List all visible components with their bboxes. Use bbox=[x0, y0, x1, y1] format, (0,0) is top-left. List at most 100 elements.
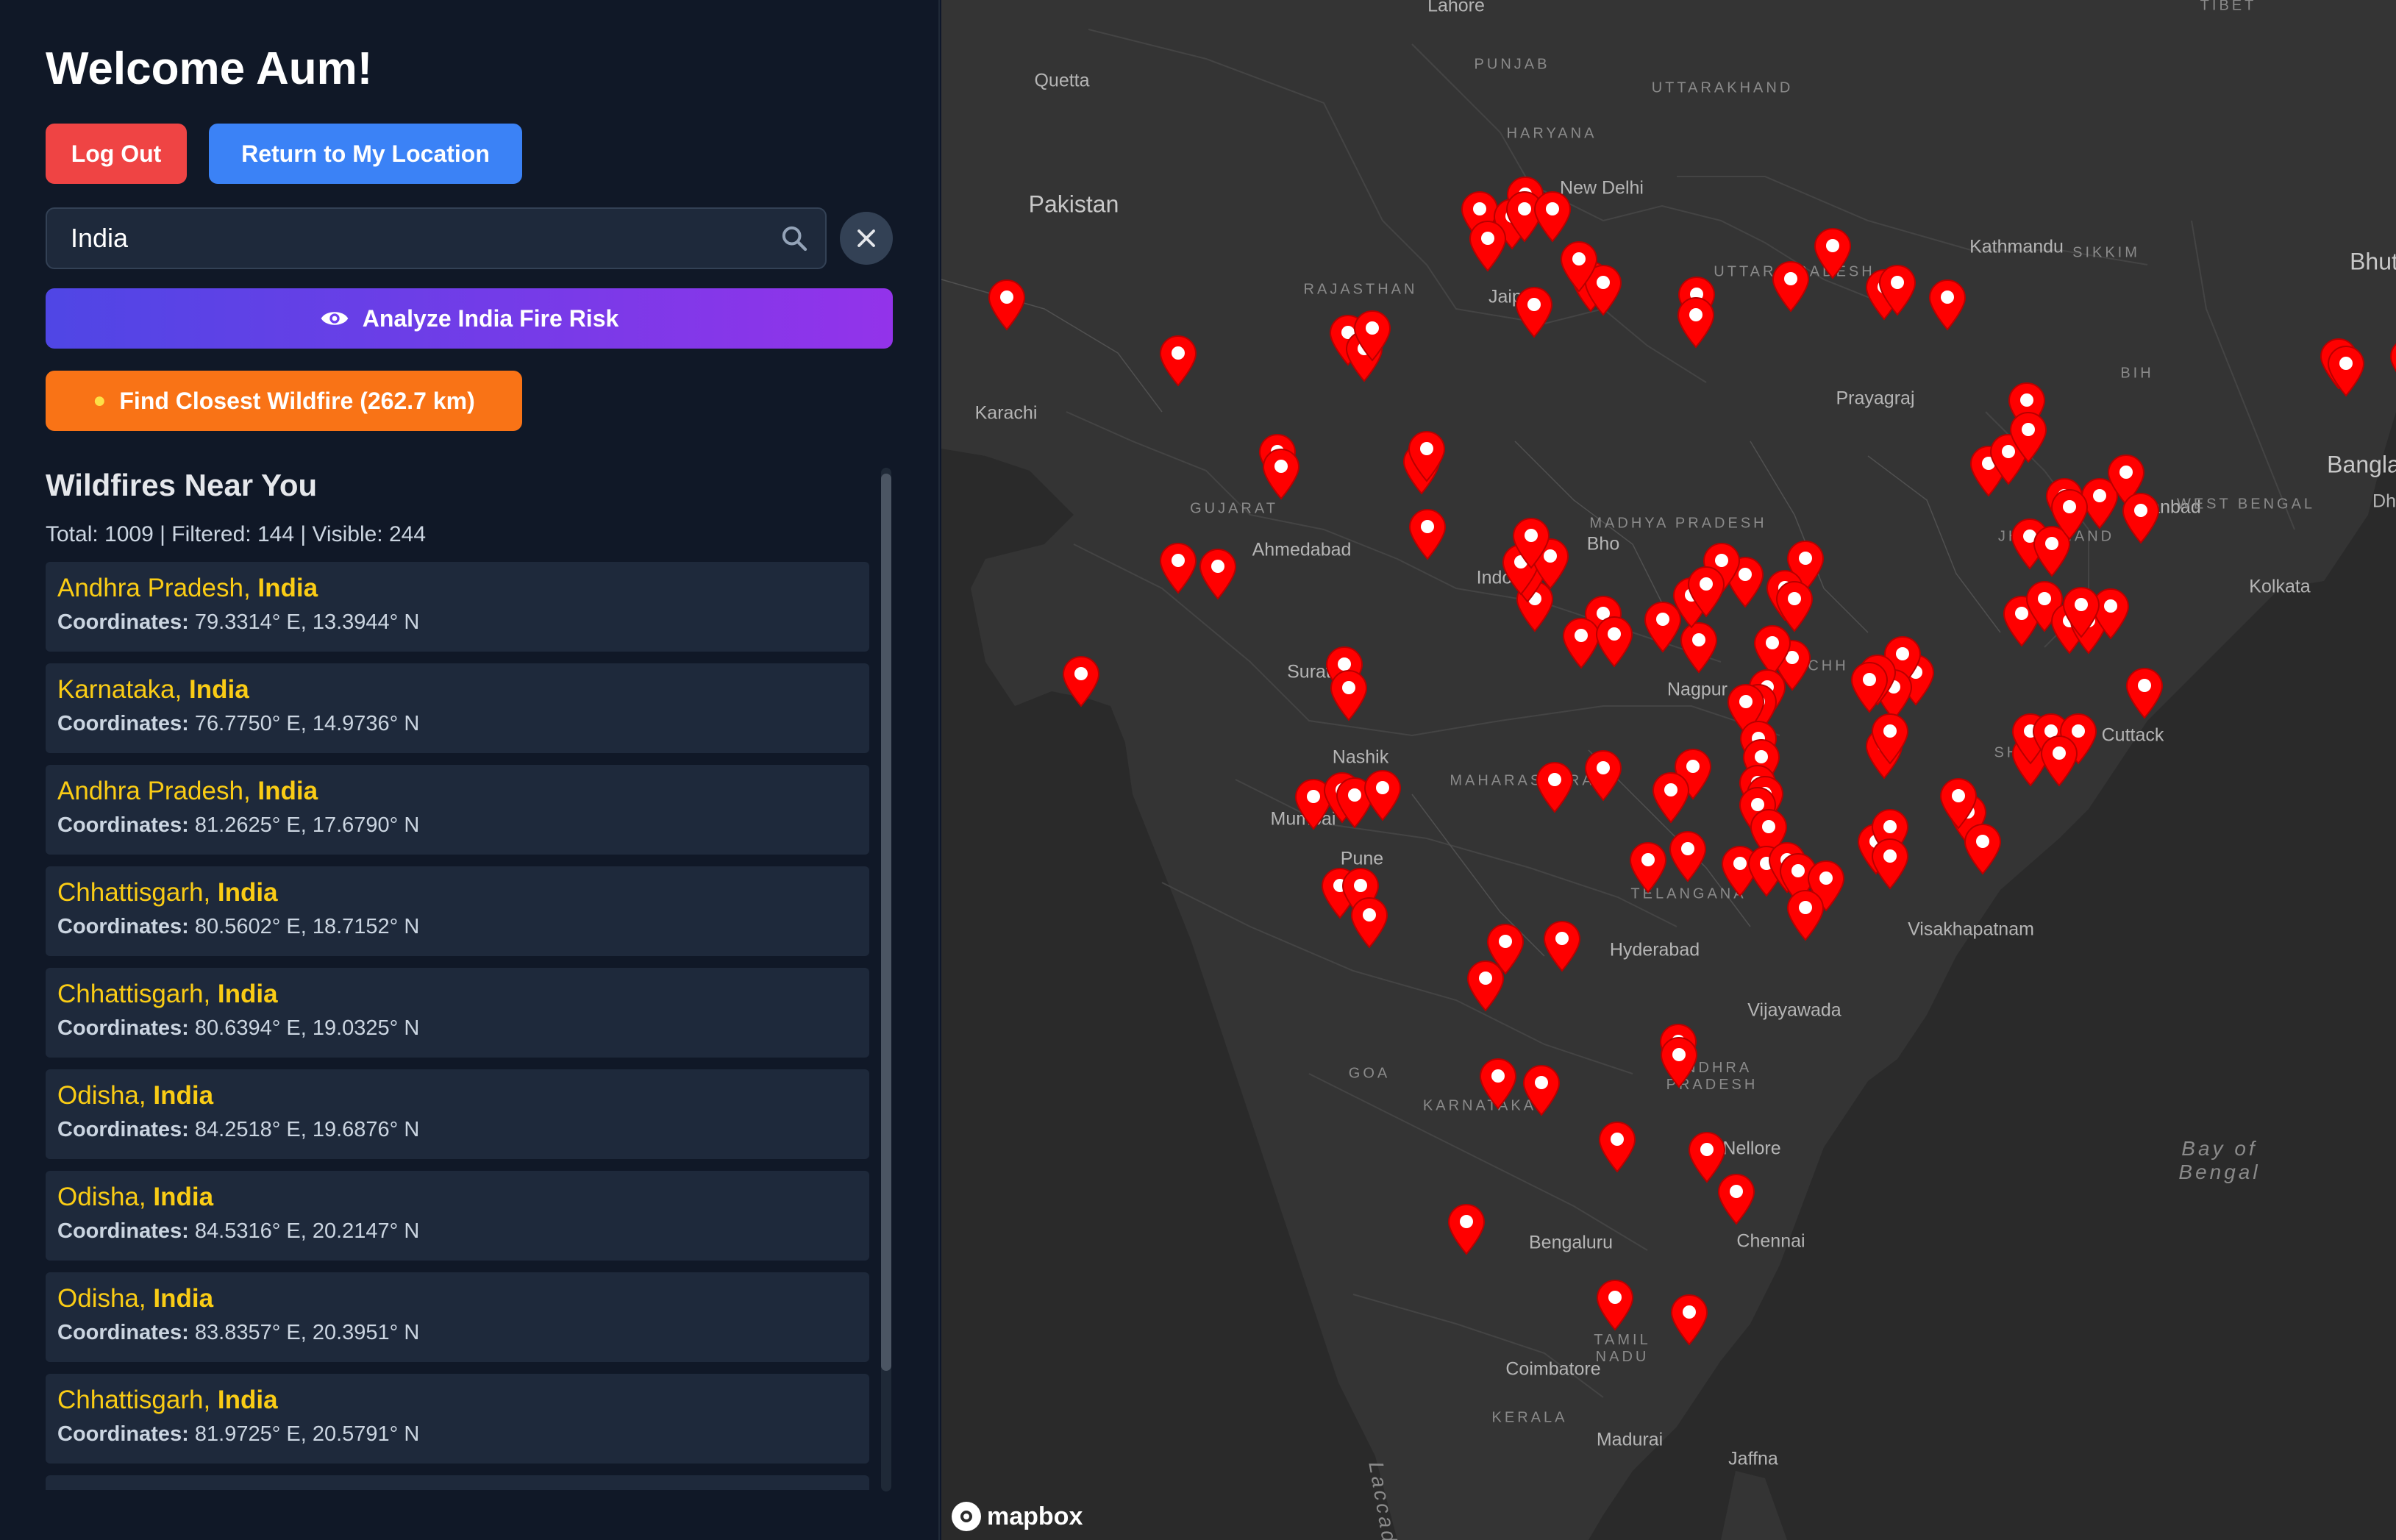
wildfire-marker-icon[interactable] bbox=[2039, 734, 2080, 787]
wildfire-marker-icon[interactable] bbox=[2061, 585, 2102, 638]
wildfire-marker-icon[interactable] bbox=[2049, 488, 2090, 541]
wildfire-marker-icon[interactable] bbox=[1716, 1172, 1757, 1225]
wildfire-marker-icon[interactable] bbox=[1752, 624, 1793, 677]
wildfire-marker-icon[interactable] bbox=[1197, 547, 1238, 600]
wildfire-country: India bbox=[153, 1183, 214, 1211]
wildfire-marker-icon[interactable] bbox=[1406, 429, 1447, 482]
wildfire-list-item[interactable]: Chhattisgarh, India Coordinates: 80.6394°… bbox=[46, 968, 869, 1058]
wildfire-marker-icon[interactable] bbox=[2120, 491, 2161, 544]
wildfire-marker-icon[interactable] bbox=[1849, 660, 1890, 713]
logout-button[interactable]: Log Out bbox=[46, 124, 187, 184]
wildfire-marker-icon[interactable] bbox=[1869, 712, 1911, 765]
wildfire-marker-icon[interactable] bbox=[1594, 1278, 1636, 1331]
wildfire-marker-icon[interactable] bbox=[1770, 260, 1811, 313]
wildfire-marker-icon[interactable] bbox=[1158, 334, 1199, 387]
wildfire-list-item[interactable]: Chhattisgarh, India Coordinates: 80.5602°… bbox=[46, 866, 869, 956]
wildfire-marker-icon[interactable] bbox=[1362, 769, 1403, 821]
search-input[interactable] bbox=[69, 209, 746, 268]
wildfire-marker-icon[interactable] bbox=[1328, 669, 1369, 721]
wildfire-marker-icon[interactable] bbox=[1511, 516, 1552, 569]
wildfire-marker-icon[interactable] bbox=[1627, 841, 1669, 894]
wildfire-marker-icon[interactable] bbox=[1477, 1057, 1519, 1110]
wildfire-marker-icon[interactable] bbox=[1352, 309, 1393, 362]
wildfire-marker-icon[interactable] bbox=[1446, 1202, 1487, 1255]
wildfire-list-item[interactable]: Odisha, India Coordinates: 84.5316° E, 20… bbox=[46, 1171, 869, 1261]
wildfire-marker-icon[interactable] bbox=[1650, 771, 1691, 824]
wildfire-marker-icon[interactable] bbox=[2124, 666, 2165, 719]
wildfire-marker-icon[interactable] bbox=[2090, 587, 2131, 640]
label-gujarat: GUJARAT bbox=[1190, 500, 1278, 517]
wildfire-marker-icon[interactable] bbox=[1334, 776, 1375, 829]
wildfire-list-item[interactable] bbox=[46, 1475, 869, 1490]
analyze-fire-risk-button[interactable]: Analyze India Fire Risk bbox=[46, 288, 893, 349]
wildfire-marker-icon[interactable] bbox=[1583, 263, 1624, 316]
wildfire-marker-icon[interactable] bbox=[1521, 1063, 1562, 1116]
wildfire-marker-icon[interactable] bbox=[2106, 453, 2147, 506]
wildfire-marker-icon[interactable] bbox=[1558, 240, 1600, 293]
wildfire-marker-icon[interactable] bbox=[1513, 285, 1555, 338]
wildfire-marker-icon[interactable] bbox=[1642, 600, 1683, 653]
label-rajasthan: RAJASTHAN bbox=[1303, 281, 1418, 298]
search-icon[interactable] bbox=[780, 224, 809, 253]
label-tibet: TIBET bbox=[2200, 0, 2257, 14]
clear-search-button[interactable] bbox=[840, 212, 893, 265]
wildfire-marker-icon[interactable] bbox=[1465, 959, 1506, 1012]
wildfire-marker-icon[interactable] bbox=[1261, 447, 1302, 500]
wildfire-marker-icon[interactable] bbox=[1293, 777, 1334, 830]
wildfire-marker-icon[interactable] bbox=[1869, 837, 1911, 890]
wildfire-marker-icon[interactable] bbox=[1532, 190, 1573, 243]
wildfire-marker-icon[interactable] bbox=[1774, 580, 1815, 632]
wildfire-list[interactable]: Andhra Pradesh, India Coordinates: 79.331… bbox=[46, 562, 869, 1490]
closest-label: Find Closest Wildfire (262.7 km) bbox=[119, 387, 475, 414]
wildfire-marker-icon[interactable] bbox=[2031, 524, 2072, 577]
wildfire-marker-icon[interactable] bbox=[1675, 296, 1716, 349]
wildfire-marker-icon[interactable] bbox=[1686, 1130, 1728, 1183]
wildfire-marker-icon[interactable] bbox=[2325, 344, 2367, 397]
wildfire-marker-icon[interactable] bbox=[2008, 410, 2049, 463]
wildfire-list-item[interactable]: Chhattisgarh, India Coordinates: 81.9725°… bbox=[46, 1374, 869, 1464]
wildfire-marker-icon[interactable] bbox=[1877, 263, 1918, 316]
wildfire-country: India bbox=[257, 574, 318, 602]
mapbox-attribution[interactable]: mapbox bbox=[952, 1502, 1083, 1531]
wildfire-list-item[interactable]: Andhra Pradesh, India Coordinates: 81.262… bbox=[46, 765, 869, 855]
label-kolkata: Kolkata bbox=[2249, 576, 2311, 597]
wildfire-marker-icon[interactable] bbox=[1561, 616, 1602, 669]
label-cuttack: Cuttack bbox=[2101, 724, 2164, 746]
wildfire-marker-icon[interactable] bbox=[1485, 922, 1526, 975]
wildfire-marker-icon[interactable] bbox=[1962, 822, 2003, 875]
wildfire-marker-icon[interactable] bbox=[1938, 777, 1979, 830]
scrollbar-thumb[interactable] bbox=[881, 474, 891, 1371]
wildfire-marker-icon[interactable] bbox=[1060, 655, 1102, 707]
wildfire-marker-icon[interactable] bbox=[986, 278, 1027, 331]
wildfire-marker-icon[interactable] bbox=[1349, 896, 1390, 949]
return-to-location-button[interactable]: Return to My Location bbox=[209, 124, 522, 184]
wildfire-list-item[interactable]: Odisha, India Coordinates: 83.8357° E, 20… bbox=[46, 1272, 869, 1362]
map[interactable]: Lahore TIBET Quetta PUNJAB UTTARAKHAND H… bbox=[941, 0, 2396, 1540]
wildfire-marker-icon[interactable] bbox=[1667, 830, 1708, 883]
wildfire-coordinates: Coordinates: 84.5316° E, 20.2147° N bbox=[57, 1219, 419, 1244]
wildfire-marker-icon[interactable] bbox=[1407, 507, 1448, 560]
wildfire-marker-icon[interactable] bbox=[1583, 749, 1624, 802]
wildfire-marker-icon[interactable] bbox=[1927, 278, 1968, 331]
wildfire-list-item[interactable]: Odisha, India Coordinates: 84.2518° E, 19… bbox=[46, 1069, 869, 1159]
wildfire-marker-icon[interactable] bbox=[1597, 1120, 1638, 1173]
wildfire-list-item[interactable]: Karnataka, India Coordinates: 76.7750° E,… bbox=[46, 663, 869, 753]
wildfire-marker-icon[interactable] bbox=[1785, 888, 1826, 941]
wildfire-marker-icon[interactable] bbox=[1678, 621, 1719, 674]
wildfire-marker-icon[interactable] bbox=[1158, 541, 1199, 594]
wildfire-marker-icon[interactable] bbox=[1686, 565, 1727, 618]
wildfire-marker-icon[interactable] bbox=[1534, 760, 1575, 813]
wildfire-marker-icon[interactable] bbox=[1594, 615, 1635, 668]
find-closest-wildfire-button[interactable]: ● Find Closest Wildfire (262.7 km) bbox=[46, 371, 522, 431]
wildfire-marker-icon[interactable] bbox=[1658, 1035, 1700, 1088]
wildfire-marker-icon[interactable] bbox=[1541, 919, 1583, 972]
wildfire-marker-icon[interactable] bbox=[1669, 1293, 1710, 1346]
coordinates-value: 81.9725° E, 20.5791° N bbox=[194, 1422, 420, 1446]
wildfire-region: Odisha, bbox=[57, 1284, 146, 1313]
wildfire-marker-icon[interactable] bbox=[1812, 227, 1853, 279]
wildfire-list-item[interactable]: Andhra Pradesh, India Coordinates: 79.331… bbox=[46, 562, 869, 652]
list-scrollbar[interactable] bbox=[881, 468, 891, 1491]
label-telangana: TELANGANA bbox=[1630, 885, 1747, 902]
wildfire-marker-icon[interactable] bbox=[2388, 337, 2396, 390]
wildfire-marker-icon[interactable] bbox=[1467, 219, 1508, 272]
